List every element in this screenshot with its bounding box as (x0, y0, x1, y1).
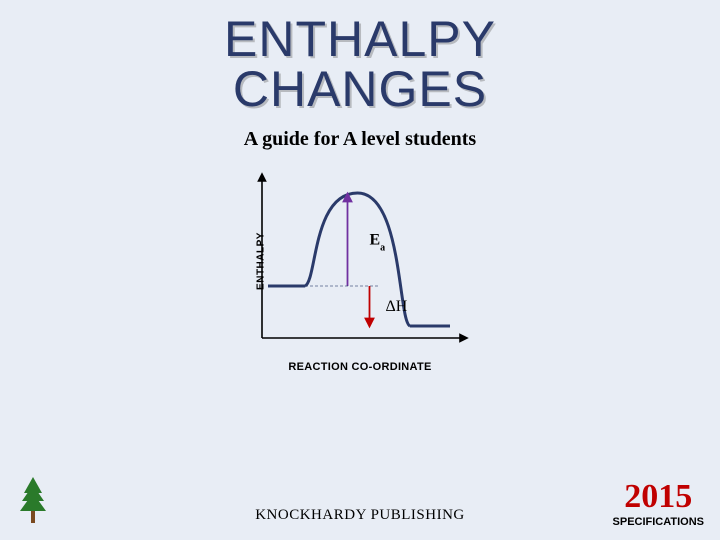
year-block: 2015 SPECIFICATIONS (613, 480, 704, 528)
publisher-text: KNOCKHARDY PUBLISHING (255, 507, 465, 524)
main-title: ENTHALPY CHANGES (0, 0, 720, 114)
x-axis-label: REACTION CO-ORDINATE (0, 361, 720, 373)
y-axis-label: ENTHALPY (255, 232, 266, 290)
subtitle: A guide for A level students (0, 128, 720, 151)
enthalpy-diagram: ENTHALPY Ea ΔH (250, 171, 470, 351)
tree-icon (18, 475, 48, 528)
year-text: 2015 (613, 480, 704, 514)
title-line-2: CHANGES (0, 64, 720, 114)
footer: KNOCKHARDY PUBLISHING 2015 SPECIFICATION… (0, 468, 720, 528)
diagram-wrapper: ENTHALPY Ea ΔH (0, 171, 720, 351)
svg-text:Ea: Ea (370, 232, 386, 254)
svg-text:ΔH: ΔH (386, 298, 408, 315)
diagram-svg: Ea ΔH (250, 171, 470, 346)
title-line-1: ENTHALPY (0, 14, 720, 64)
spec-text: SPECIFICATIONS (613, 516, 704, 528)
